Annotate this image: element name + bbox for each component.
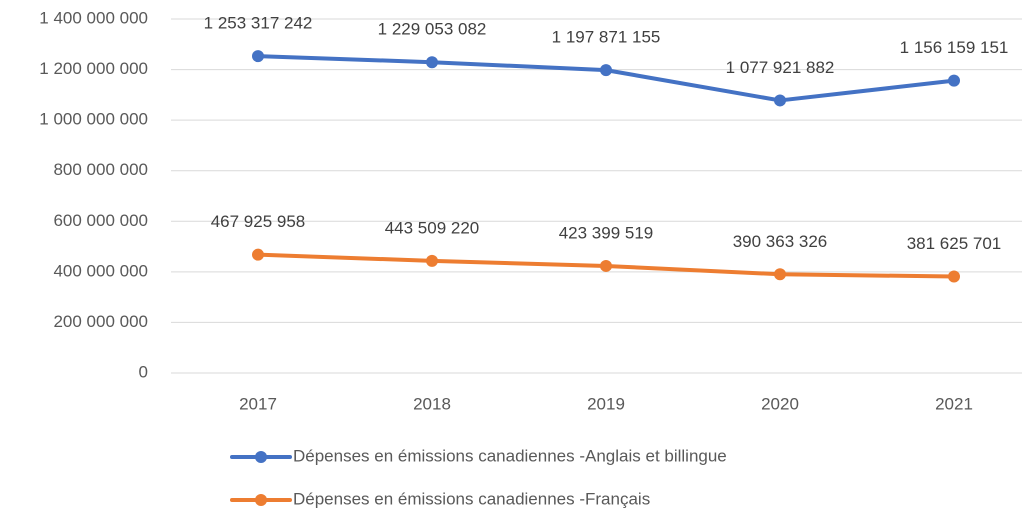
y-tick-label: 800 000 000 [53,160,148,179]
y-tick-label: 1 000 000 000 [39,110,148,129]
point [252,248,264,261]
y-tick-label: 400 000 000 [53,261,148,280]
legend-marker [255,494,267,506]
y-tick-label: 0 [139,362,148,381]
data-label: 1 077 921 882 [726,58,835,77]
y-tick-label: 200 000 000 [53,312,148,331]
data-label: 423 399 519 [559,223,654,242]
legend-marker [255,451,267,463]
point [774,94,786,107]
data-label: 390 363 326 [733,232,828,251]
point [948,270,960,283]
y-tick-label: 1 200 000 000 [39,59,148,78]
point [426,56,438,69]
point [600,259,612,272]
point [774,268,786,281]
legend-label: Dépenses en émissions canadiennes -Franç… [293,489,650,508]
data-label: 1 253 317 242 [204,14,313,33]
x-tick-label: 2020 [761,394,799,413]
data-label: 467 925 958 [211,212,306,231]
point [252,50,264,63]
data-label: 1 197 871 155 [552,28,661,47]
point [426,254,438,267]
legend-label: Dépenses en émissions canadiennes -Angla… [293,446,727,465]
x-tick-label: 2017 [239,394,277,413]
x-tick-label: 2021 [935,394,973,413]
series-line [256,54,956,103]
x-tick-label: 2018 [413,394,451,413]
point [600,64,612,77]
point [948,74,960,87]
y-tick-label: 1 400 000 000 [39,8,148,27]
y-tick-label: 600 000 000 [53,211,148,230]
data-label: 1 229 053 082 [378,20,487,39]
x-tick-label: 2019 [587,394,625,413]
data-label: 381 625 701 [907,234,1002,253]
data-label: 1 156 159 151 [900,38,1009,57]
data-label: 443 509 220 [385,218,480,237]
